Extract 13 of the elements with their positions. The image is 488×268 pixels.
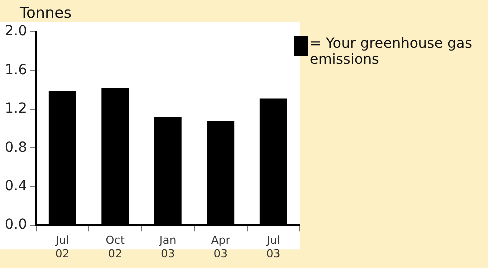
y-tick-label: 1.6 [5,62,28,78]
y-tick-label: 1.2 [5,101,28,118]
y-tick-label: 0.0 [5,217,28,234]
y-tick-label: 0.8 [5,140,28,156]
x-tick-label: Apr 03 [211,234,231,260]
x-tick-label: Jan 03 [158,234,177,260]
x-tick-label: Oct 02 [106,234,126,260]
y-axis-title: Tonnes [20,4,72,22]
y-tick-label: 2.0 [5,24,28,40]
x-tick-label: Jul 03 [266,234,281,260]
y-tick-label: 0.4 [5,178,28,195]
x-tick-label: Jul 02 [55,234,70,260]
legend-label: = Your greenhouse gas emissions [310,36,474,68]
